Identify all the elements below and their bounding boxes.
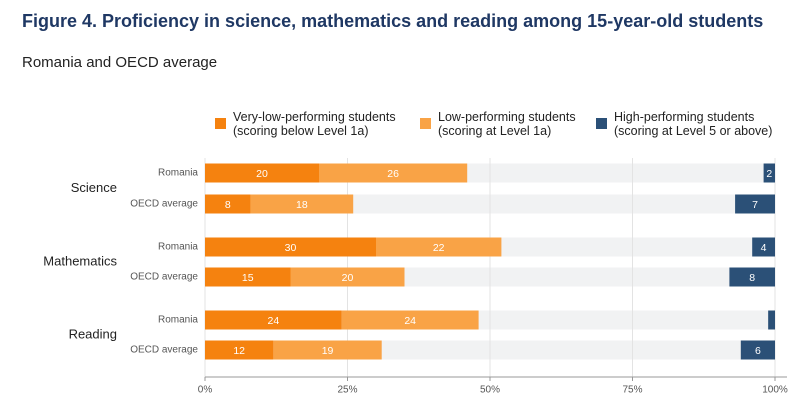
bar	[735, 194, 775, 214]
bar	[740, 340, 775, 360]
bar	[319, 163, 468, 183]
category-label: Romania	[158, 168, 198, 179]
group-label: Science	[71, 180, 117, 195]
bar	[205, 310, 342, 330]
x-tick-label: 75%	[622, 385, 642, 396]
legend-swatch	[596, 118, 607, 129]
data-label: 30	[285, 242, 297, 254]
data-label: 19	[322, 345, 334, 357]
bar	[205, 194, 251, 214]
category-label: Romania	[158, 315, 198, 326]
data-label: 18	[296, 199, 308, 211]
chart-subtitle: Romania and OECD average	[22, 54, 217, 71]
data-label: 12	[233, 345, 245, 357]
bar	[205, 340, 274, 360]
legend-swatch	[420, 118, 431, 129]
data-label: 15	[242, 272, 254, 284]
data-label: 24	[268, 315, 280, 327]
category-label: Romania	[158, 242, 198, 253]
bar	[763, 163, 775, 183]
group-label: Reading	[69, 326, 117, 341]
data-label: 8	[749, 272, 755, 284]
data-label: 22	[433, 242, 445, 254]
bar	[250, 194, 354, 214]
x-tick-label: 0%	[198, 385, 213, 396]
bar	[376, 237, 502, 257]
data-label: 6	[755, 345, 761, 357]
x-tick-label: 50%	[480, 385, 500, 396]
data-label: 4	[761, 242, 767, 254]
data-label: 24	[404, 315, 416, 327]
bar	[205, 237, 376, 257]
bar	[205, 163, 319, 183]
category-label: OECD average	[130, 199, 198, 210]
data-label: 8	[225, 199, 231, 211]
bar	[341, 310, 479, 330]
bar	[290, 267, 405, 287]
legend-label: Very-low-performing students (scoring be…	[233, 110, 396, 138]
x-tick-label: 100%	[762, 385, 788, 396]
legend-label: Low-performing students (scoring at Leve…	[438, 110, 576, 138]
x-tick-label: 25%	[337, 385, 357, 396]
legend-item: Low-performing students (scoring at Leve…	[420, 110, 576, 138]
chart-title: Figure 4. Proficiency in science, mathem…	[22, 11, 763, 31]
legend-item: Very-low-performing students (scoring be…	[215, 110, 396, 138]
bar	[752, 237, 775, 257]
bar	[729, 267, 775, 287]
bar	[768, 310, 775, 330]
data-label: 26	[387, 168, 399, 180]
data-label: 20	[256, 168, 268, 180]
category-label: OECD average	[130, 345, 198, 356]
data-label: 7	[752, 199, 758, 211]
group-label: Mathematics	[43, 253, 117, 268]
category-label: OECD average	[130, 272, 198, 283]
data-label: 2	[766, 168, 772, 180]
bar	[205, 267, 291, 287]
legend-swatch	[215, 118, 226, 129]
legend-item: High-performing students (scoring at Lev…	[596, 110, 772, 138]
data-label: 20	[342, 272, 354, 284]
legend-label: High-performing students (scoring at Lev…	[614, 110, 773, 138]
bar	[273, 340, 382, 360]
